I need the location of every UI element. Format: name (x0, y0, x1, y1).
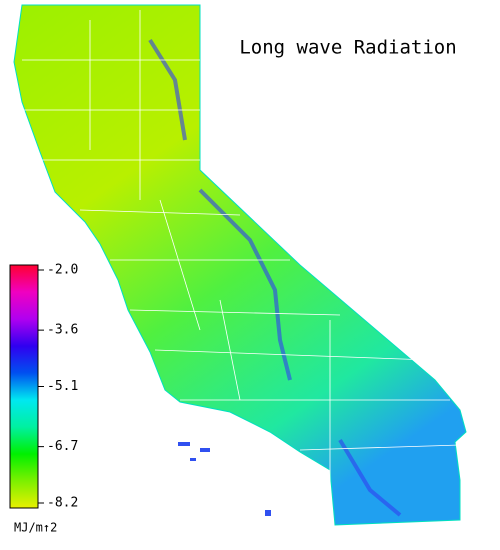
colorbar-tick-label: -2.0 (47, 263, 78, 278)
colorbar-unit: MJ/m↑2 (14, 521, 57, 535)
islands (178, 442, 271, 516)
colorbar-tick-label: -3.6 (47, 323, 78, 338)
county-lines (20, 10, 461, 520)
colorbar-tick-label: -6.7 (47, 439, 78, 454)
california (13, 4, 467, 526)
colorbar-tick-label: -5.1 (47, 379, 78, 394)
mountains (148, 38, 402, 517)
colorbar-tick-label: -8.2 (47, 496, 78, 511)
colorbar (9, 264, 39, 509)
map-title: Long wave Radiation (239, 37, 456, 59)
